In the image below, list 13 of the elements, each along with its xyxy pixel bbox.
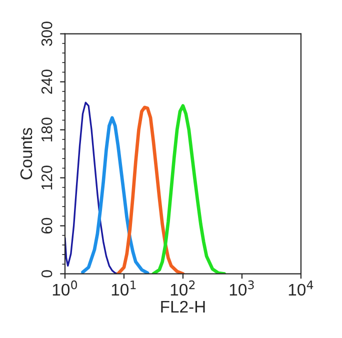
y-tick-label: 240 (41, 70, 52, 94)
y-tick-label: 300 (41, 22, 52, 46)
x-tick-label: 10$^{1}$ (112, 280, 136, 296)
x-tick-label: 10$^{3}$ (230, 280, 254, 296)
y-tick-label: 120 (41, 166, 52, 190)
x-axis-title: FL2-H (161, 300, 205, 313)
y-tick-label: 0 (41, 270, 52, 278)
x-tick-label: 10$^{2}$ (170, 280, 195, 296)
x-tick-label: 10$^{0}$ (52, 280, 77, 296)
y-tick-label: 60 (41, 218, 52, 234)
y-axis-title: Counts (20, 128, 32, 180)
x-tick-label: 10$^{4}$ (288, 280, 314, 296)
y-tick-label: 180 (41, 118, 52, 142)
